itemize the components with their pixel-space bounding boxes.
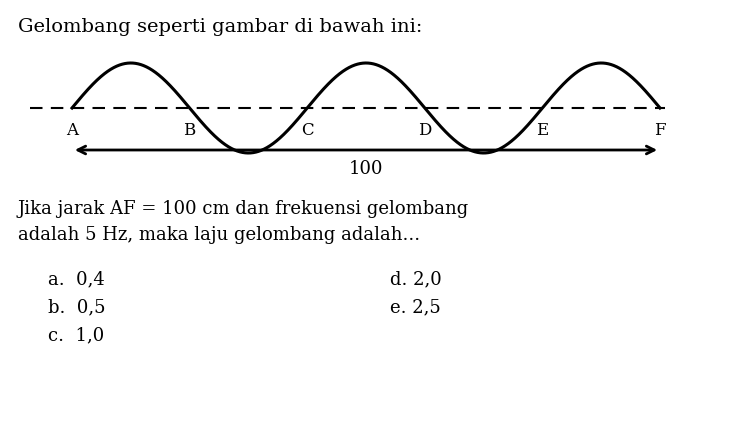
- Text: b.  0,5: b. 0,5: [48, 298, 105, 316]
- Text: adalah 5 Hz, maka laju gelombang adalah...: adalah 5 Hz, maka laju gelombang adalah.…: [18, 226, 420, 244]
- Text: a.  0,4: a. 0,4: [48, 270, 104, 288]
- Text: e. 2,5: e. 2,5: [390, 298, 441, 316]
- Text: F: F: [654, 122, 666, 139]
- Text: Jika jarak AF = 100 cm dan frekuensi gelombang: Jika jarak AF = 100 cm dan frekuensi gel…: [18, 200, 469, 218]
- Text: 100: 100: [348, 160, 383, 178]
- Text: A: A: [66, 122, 78, 139]
- Text: C: C: [301, 122, 313, 139]
- Text: E: E: [536, 122, 548, 139]
- Text: B: B: [183, 122, 196, 139]
- Text: d. 2,0: d. 2,0: [390, 270, 442, 288]
- Text: D: D: [418, 122, 432, 139]
- Text: Gelombang seperti gambar di bawah ini:: Gelombang seperti gambar di bawah ini:: [18, 18, 422, 36]
- Text: c.  1,0: c. 1,0: [48, 326, 104, 344]
